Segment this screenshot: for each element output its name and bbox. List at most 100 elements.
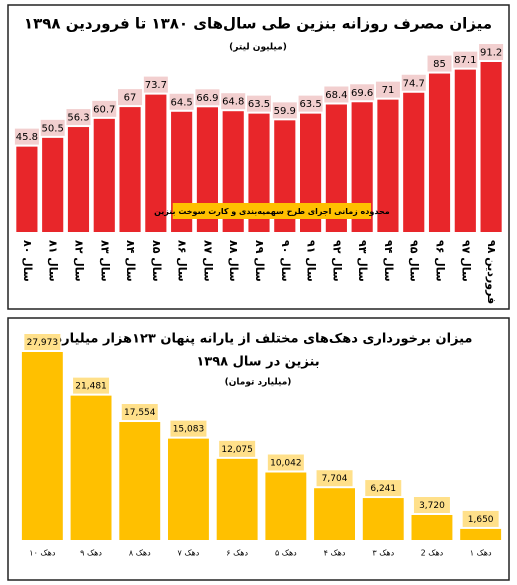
chart-subtitle: (میلیارد تومان) — [225, 378, 292, 388]
value-label-box — [221, 93, 246, 110]
x-tick-label: سال ۹۶ — [434, 240, 447, 282]
value-label-box — [169, 93, 194, 110]
chart-title: میزان برخورداری دهک‌های مختلف از یارانه … — [44, 332, 473, 347]
value-label: 17,554 — [124, 408, 156, 418]
value-label: 91.2 — [480, 48, 502, 59]
bar — [403, 92, 425, 232]
value-label: 56.3 — [67, 113, 89, 124]
value-label: 15,083 — [173, 425, 205, 435]
x-tick-label: سال ۸۲ — [72, 240, 85, 282]
x-tick-label: دهک 2 — [421, 549, 444, 558]
x-tick-label: سال ۹۷ — [459, 240, 472, 282]
bar — [70, 395, 112, 540]
bar — [362, 498, 404, 540]
value-label-box — [479, 44, 504, 60]
x-tick-label: دهک ۹ — [80, 549, 102, 558]
value-label-box — [453, 51, 478, 68]
bar — [460, 528, 502, 540]
value-label-box — [118, 89, 143, 106]
x-tick-label: سال ۸۸ — [227, 240, 240, 282]
value-label: 87.1 — [454, 55, 476, 66]
x-tick-label: سال ۸۹ — [253, 240, 266, 282]
value-label: 73.7 — [145, 80, 167, 91]
value-label: 63.5 — [248, 99, 270, 110]
value-label: 1,650 — [468, 515, 494, 525]
value-label-box — [462, 510, 499, 527]
chart-subtitle: (میلیون لیتر) — [229, 43, 287, 53]
x-tick-label: دهک ۸ — [129, 549, 151, 558]
x-tick-label: دهک ۳ — [372, 549, 394, 558]
value-label: 71 — [382, 85, 395, 96]
value-label-box — [298, 95, 323, 112]
x-tick-label: سال ۹۰ — [279, 240, 292, 282]
bar — [428, 73, 451, 233]
bar — [167, 438, 209, 540]
x-tick-label: سال ۸۶ — [176, 240, 189, 282]
value-label-box — [413, 496, 450, 513]
value-label-box — [66, 109, 91, 126]
x-tick-label: سال ۸۴ — [124, 240, 137, 282]
value-label-box — [247, 95, 271, 112]
bar — [171, 111, 193, 232]
value-label: 59.9 — [274, 106, 296, 117]
value-label-box — [316, 470, 353, 487]
x-tick-label: سال ۸۵ — [150, 240, 163, 282]
value-label-box — [324, 86, 349, 103]
value-label-box — [92, 100, 117, 117]
value-label: 64.8 — [222, 97, 244, 108]
bar — [145, 94, 167, 233]
x-tick-label: دهک ۴ — [324, 549, 346, 558]
value-label: 85 — [433, 59, 446, 70]
value-label-box — [73, 377, 110, 394]
bar — [377, 99, 399, 233]
bar — [480, 62, 502, 232]
bar — [411, 514, 453, 540]
value-label-box — [427, 55, 452, 72]
value-label: 50.5 — [42, 123, 64, 134]
bar — [119, 107, 141, 232]
bar — [42, 137, 64, 232]
annotation-box — [172, 203, 372, 219]
value-label: 67 — [124, 93, 137, 104]
bar — [265, 472, 307, 540]
x-tick-label: دهک ۶ — [226, 549, 248, 558]
value-label: 21,481 — [75, 382, 107, 392]
value-label: 64.5 — [170, 97, 192, 108]
value-label: 69.6 — [351, 88, 373, 99]
value-label: 3,720 — [419, 501, 445, 511]
value-label-box — [219, 440, 256, 457]
value-label: 27,973 — [27, 338, 59, 348]
value-label: 45.8 — [16, 132, 38, 143]
bar — [21, 352, 63, 540]
value-label: 10,042 — [270, 459, 302, 469]
x-tick-label: سال ۸۰ — [21, 240, 34, 282]
bar — [16, 146, 38, 232]
bar — [93, 118, 115, 232]
value-label-box — [195, 89, 220, 106]
chart-title: بنزین در سال ۱۳۹۸ — [196, 355, 319, 370]
bar — [216, 458, 258, 540]
value-label: 60.7 — [93, 104, 115, 115]
value-label-box — [24, 334, 61, 350]
value-label-box — [272, 102, 297, 119]
bar — [196, 107, 218, 232]
bar — [300, 113, 322, 232]
x-tick-label: دهک ۱ — [470, 549, 492, 558]
value-label: 7,704 — [322, 474, 348, 484]
x-tick-label: فروردین ۹۸ — [485, 240, 498, 304]
value-label: 6,241 — [370, 484, 396, 494]
value-label-box — [375, 81, 400, 98]
value-label-box — [170, 420, 207, 437]
bar — [314, 488, 356, 540]
value-label-box — [401, 74, 426, 91]
value-label-box — [40, 119, 65, 136]
bar — [67, 127, 90, 232]
bar — [248, 113, 270, 232]
x-tick-label: سال ۸۳ — [98, 240, 111, 282]
x-tick-label: سال ۹۲ — [330, 240, 343, 282]
x-tick-label: دهک ۵ — [275, 549, 297, 558]
value-label: 12,075 — [221, 445, 253, 455]
x-tick-label: سال ۹۵ — [408, 240, 421, 282]
x-tick-label: سال ۹۴ — [382, 240, 395, 282]
